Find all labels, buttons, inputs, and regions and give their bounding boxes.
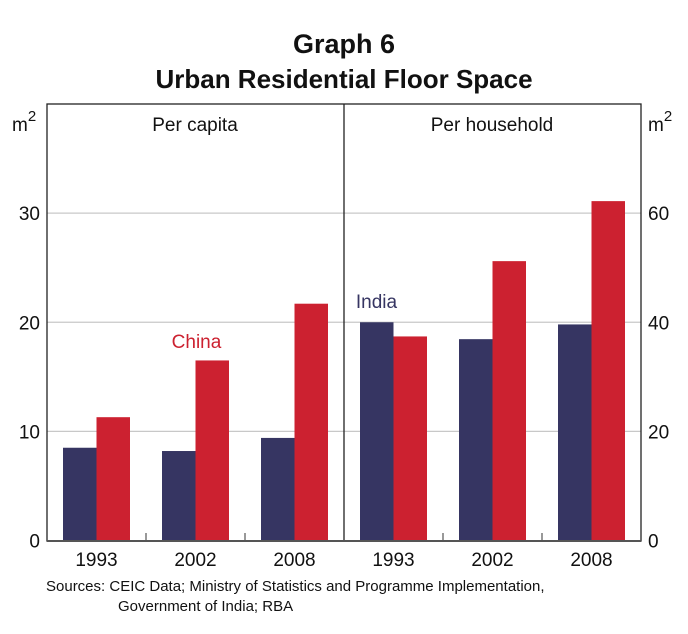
y-tick-label: 10 [19, 422, 40, 443]
x-tick-label: 1993 [75, 550, 117, 571]
x-tick-label: 2002 [174, 550, 216, 571]
x-tick-marks [145, 533, 543, 541]
bar-india [162, 451, 196, 541]
bar-china [591, 201, 625, 541]
panel-title-per-household: Per household [431, 115, 554, 136]
bar-india [558, 324, 592, 541]
bar-india [360, 322, 394, 541]
y-tick-labels: 0 10 20 30 0 20 40 60 [19, 204, 669, 552]
source-line-1: Sources: CEIC Data; Ministry of Statisti… [46, 578, 545, 595]
chart-title: Graph 6 [293, 29, 395, 59]
y-tick-label: 30 [19, 204, 40, 225]
bar-china [294, 303, 328, 541]
y-tick-label: 60 [648, 204, 669, 225]
svg-text:m2: m2 [648, 108, 672, 136]
y-tick-label: 20 [19, 313, 40, 334]
bar-china [195, 360, 229, 541]
y-tick-label: 20 [648, 422, 669, 443]
bar-china [393, 336, 427, 541]
x-tick-labels: 1993 2002 2008 1993 2002 2008 [75, 550, 612, 571]
x-tick-label: 1993 [372, 550, 414, 571]
series-label-china: China [172, 332, 222, 353]
x-tick-label: 2008 [570, 550, 612, 571]
series-annotations: China India [172, 292, 398, 353]
y-axis-unit-left: m2 [12, 108, 36, 136]
x-tick-label: 2008 [273, 550, 315, 571]
panel-title-per-capita: Per capita [152, 115, 238, 136]
bar-china [492, 261, 526, 541]
bar-india [459, 339, 493, 541]
bar-india [63, 447, 97, 541]
x-tick-label: 2002 [471, 550, 513, 571]
y-tick-label: 0 [648, 532, 659, 553]
y-tick-label: 0 [29, 532, 40, 553]
svg-text:m2: m2 [12, 108, 36, 136]
bar-china [96, 417, 130, 541]
source-line-2: Government of India; RBA [118, 598, 293, 615]
y-tick-label: 40 [648, 313, 669, 334]
bar-india [261, 437, 295, 541]
y-axis-unit-right: m2 [648, 108, 672, 136]
bars [63, 201, 625, 541]
series-label-india: India [356, 292, 398, 313]
chart-subtitle: Urban Residential Floor Space [155, 64, 532, 94]
